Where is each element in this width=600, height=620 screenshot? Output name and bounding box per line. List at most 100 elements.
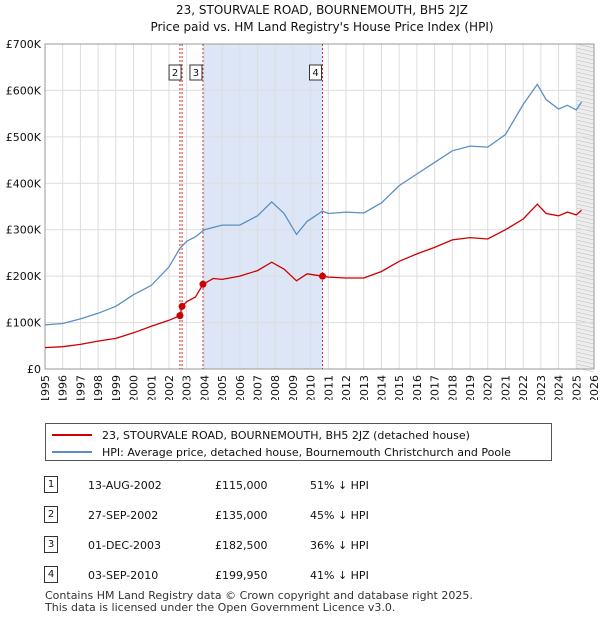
sale-date: 03-SEP-2010 [88, 569, 159, 582]
forecast-hatch [576, 271, 595, 277]
forecast-hatch [576, 187, 595, 193]
forecast-hatch [576, 183, 595, 189]
forecast-hatch [576, 363, 595, 369]
forecast-hatch [576, 63, 595, 69]
forecast-hatch [576, 83, 595, 89]
x-tick-label: 2006 [234, 375, 247, 400]
y-tick-label: £100K [6, 317, 42, 330]
x-tick-label: 2011 [322, 375, 335, 400]
series-line-hpi [44, 83, 583, 326]
x-tick-label: 2008 [269, 375, 282, 400]
forecast-hatch [576, 171, 595, 177]
legend-label-property: 23, STOURVALE ROAD, BOURNEMOUTH, BH5 2JZ… [102, 428, 470, 442]
x-tick-label: 2020 [482, 375, 495, 400]
sale-row-4: 4 03-SEP-2010 £199,950 41% ↓ HPI [0, 566, 600, 585]
forecast-hatch [576, 95, 595, 101]
x-tick-label: 1995 [39, 375, 52, 400]
x-tick-label: 2016 [411, 375, 424, 400]
x-tick-label: 1996 [57, 375, 70, 400]
footer-line-2: This data is licensed under the Open Gov… [45, 601, 396, 614]
sale-hpi-diff: 41% ↓ HPI [310, 569, 369, 582]
forecast-hatch [576, 223, 595, 229]
sale-row-3: 3 01-DEC-2003 £182,500 36% ↓ HPI [0, 536, 600, 555]
plot-border [44, 43, 595, 370]
sale-date: 01-DEC-2003 [88, 539, 162, 552]
x-tick-label: 2005 [216, 375, 229, 400]
forecast-hatch [576, 175, 595, 181]
legend-swatch-hpi [52, 451, 92, 453]
forecast-hatch [576, 343, 595, 349]
sale-price: £199,950 [215, 569, 268, 582]
sale-number: 2 [44, 506, 58, 523]
footer-attribution: Contains HM Land Registry data © Crown c… [45, 590, 473, 614]
y-tick-label: £500K [6, 131, 42, 144]
forecast-hatch [576, 251, 595, 257]
x-tick-label: 2013 [358, 375, 371, 400]
forecast-hatch [576, 303, 595, 309]
x-tick-label: 2001 [145, 375, 158, 400]
x-tick-label: 2024 [553, 375, 566, 400]
footer-line-1: Contains HM Land Registry data © Crown c… [45, 589, 473, 602]
forecast-hatch [576, 43, 595, 49]
forecast-hatch [576, 323, 595, 329]
price-chart: 23, STOURVALE ROAD, BOURNEMOUTH, BH5 2JZ… [6, 3, 600, 400]
sale-hpi-diff: 51% ↓ HPI [310, 479, 369, 492]
x-tick-label: 2023 [535, 375, 548, 400]
forecast-hatch [576, 131, 595, 137]
forecast-hatch [576, 295, 595, 301]
forecast-hatch [576, 359, 595, 365]
sale-number-box [309, 64, 323, 81]
x-tick-label: 2012 [340, 375, 353, 400]
sale-number: 3 [44, 536, 58, 553]
x-tick-label: 2018 [446, 375, 459, 400]
x-tick-label: 1999 [110, 375, 123, 400]
y-tick-label: £700K [6, 38, 42, 51]
forecast-hatch [576, 351, 595, 357]
forecast-hatch [576, 355, 595, 361]
sale-point [199, 280, 207, 288]
x-tick-label: 1997 [74, 375, 87, 400]
forecast-hatch [576, 163, 595, 169]
legend-swatch-property [52, 434, 92, 436]
forecast-hatch [576, 191, 595, 197]
x-tick-label: 2002 [163, 375, 176, 400]
y-tick-label: £0 [27, 363, 41, 376]
forecast-hatch [576, 315, 595, 321]
x-tick-label: 2009 [287, 375, 300, 400]
forecast-hatch [576, 259, 595, 265]
forecast-hatch [576, 71, 595, 77]
sale-date: 13-AUG-2002 [88, 479, 162, 492]
chart-title-line1: 23, STOURVALE ROAD, BOURNEMOUTH, BH5 2JZ [176, 3, 468, 17]
forecast-hatch [576, 47, 595, 53]
sale-number-label: 3 [193, 68, 199, 79]
forecast-hatch [576, 123, 595, 129]
forecast-hatch [576, 311, 595, 317]
sale-price: £115,000 [215, 479, 268, 492]
forecast-hatch [576, 199, 595, 205]
forecast-hatch [576, 279, 595, 285]
forecast-hatch [576, 115, 595, 121]
forecast-hatch [576, 55, 595, 61]
forecast-hatch [576, 267, 595, 273]
forecast-hatch [576, 255, 595, 261]
x-tick-label: 2021 [499, 375, 512, 400]
forecast-hatch [576, 119, 595, 125]
x-tick-label: 2000 [128, 375, 141, 400]
chart-legend: 23, STOURVALE ROAD, BOURNEMOUTH, BH5 2JZ… [45, 423, 552, 461]
x-tick-label: 2025 [570, 375, 583, 400]
sale-point [176, 312, 184, 320]
x-tick-label: 2017 [429, 375, 442, 400]
forecast-hatch [576, 347, 595, 353]
forecast-hatch [576, 67, 595, 73]
legend-item-hpi: HPI: Average price, detached house, Bour… [52, 444, 511, 460]
forecast-hatch [576, 339, 595, 345]
sale-date: 27-SEP-2002 [88, 509, 159, 522]
x-tick-label: 2019 [464, 375, 477, 400]
forecast-hatch [576, 207, 595, 213]
y-tick-label: £400K [6, 177, 42, 190]
forecast-hatch [576, 91, 595, 97]
forecast-hatch [576, 195, 595, 201]
sale-row-1: 1 13-AUG-2002 £115,000 51% ↓ HPI [0, 476, 600, 495]
forecast-hatch [576, 239, 595, 245]
sale-point [178, 302, 186, 310]
